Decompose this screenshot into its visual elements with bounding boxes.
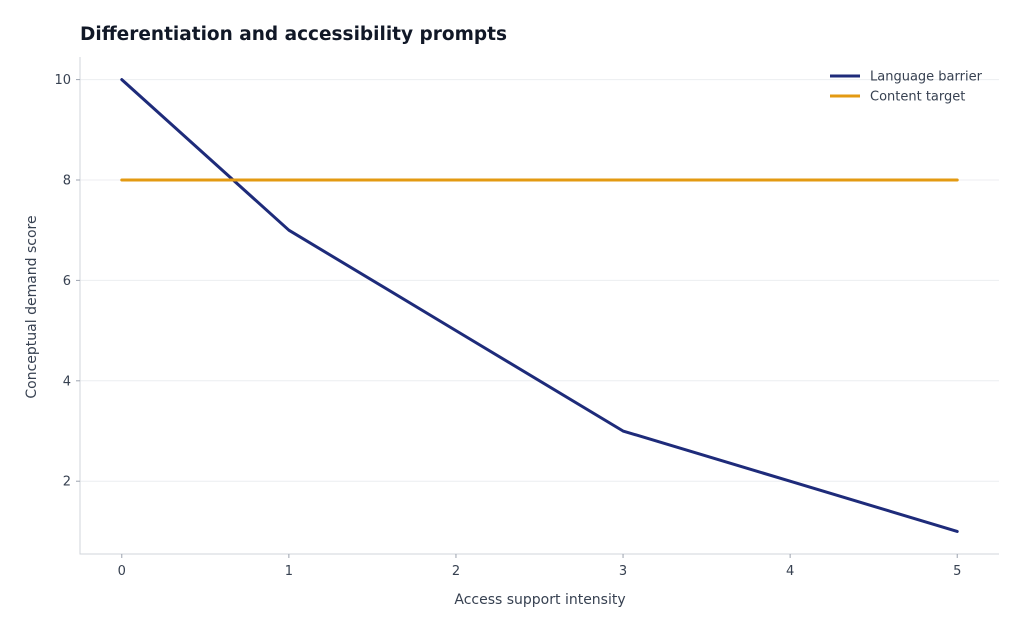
- y-tick-label-4: 10: [54, 73, 71, 88]
- x-tick-label-4: 4: [786, 564, 794, 579]
- y-tick-label-1: 4: [63, 374, 71, 389]
- x-tick-label-2: 2: [452, 564, 460, 579]
- y-tick-label-2: 6: [63, 274, 71, 289]
- axis-spines: [79, 57, 999, 555]
- series-line-language-barrier: [120, 78, 959, 533]
- axes: 2 4 6 8 10 0 1 2 3 4 5: [54, 57, 999, 579]
- x-axis-label: Access support intensity: [454, 592, 625, 608]
- y-tick-label-0: 2: [63, 475, 71, 490]
- chart-title: Differentiation and accessibility prompt…: [80, 24, 507, 45]
- series: [120, 78, 959, 533]
- legend-label-language-barrier: Language barrier: [870, 70, 983, 85]
- x-tick-label-5: 5: [953, 564, 961, 579]
- y-tick-label-3: 8: [63, 173, 71, 188]
- y-axis-label: Conceptual demand score: [24, 215, 40, 398]
- legend-label-content-target: Content target: [870, 90, 965, 105]
- x-tick-label-3: 3: [619, 564, 627, 579]
- legend: Language barrier Content target: [830, 70, 983, 105]
- x-tick-label-0: 0: [118, 564, 126, 579]
- x-tick-label-1: 1: [285, 564, 293, 579]
- grid: [80, 79, 999, 482]
